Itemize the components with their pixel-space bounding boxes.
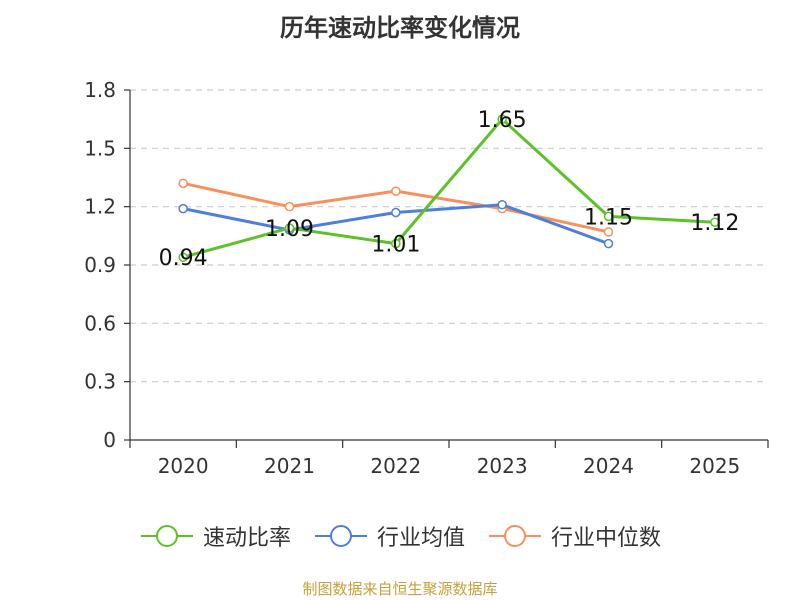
data-labels: 0.94 1.09 1.01 1.65 1.15 1.12 bbox=[159, 108, 740, 271]
data-point bbox=[391, 186, 401, 196]
x-tick-label: 2025 bbox=[689, 454, 740, 478]
data-point bbox=[178, 178, 188, 189]
x-tick-label: 2021 bbox=[264, 454, 315, 478]
y-tick-label: 0.3 bbox=[84, 370, 116, 394]
legend-item[interactable]: 速动比率 bbox=[139, 520, 291, 552]
y-tick-label: 1.2 bbox=[84, 195, 116, 219]
x-tick-label: 2023 bbox=[477, 454, 528, 478]
data-point bbox=[497, 199, 507, 210]
legend-label: 速动比率 bbox=[202, 526, 291, 551]
data-label: 1.15 bbox=[584, 205, 633, 230]
x-tick-label: 2020 bbox=[158, 454, 209, 478]
data-point bbox=[497, 114, 507, 124]
data-point bbox=[391, 238, 401, 249]
series bbox=[178, 114, 720, 262]
y-tick-label: 0.6 bbox=[84, 311, 116, 335]
data-point bbox=[284, 223, 295, 233]
y-tick-label: 1.5 bbox=[84, 136, 116, 160]
legend: 速动比率 行业均值 行业中位数 bbox=[0, 520, 800, 552]
series-line bbox=[182, 117, 715, 259]
data-point bbox=[178, 203, 188, 214]
data-label: 0.94 bbox=[159, 246, 208, 271]
legend-label: 行业中位数 bbox=[551, 526, 662, 551]
data-point bbox=[178, 252, 188, 262]
data-label: 1.65 bbox=[478, 108, 527, 133]
data-point bbox=[710, 217, 720, 227]
source-note: 制图数据来自恒生聚源数据库 bbox=[302, 580, 498, 598]
data-point bbox=[284, 201, 295, 212]
data-label: 1.01 bbox=[371, 233, 420, 258]
x-tick-label: 2022 bbox=[370, 454, 421, 478]
data-point bbox=[603, 211, 614, 222]
data-point bbox=[603, 227, 614, 237]
legend-swatch-icon bbox=[314, 525, 367, 547]
chart-title: 历年速动比率变化情况 bbox=[280, 14, 520, 42]
data-label: 1.09 bbox=[265, 217, 314, 242]
legend-swatch-icon bbox=[140, 525, 193, 547]
legend-item[interactable]: 行业均值 bbox=[313, 520, 465, 552]
y-tick-label: 0 bbox=[103, 428, 116, 452]
data-label: 1.12 bbox=[690, 211, 739, 236]
legend-item[interactable]: 行业中位数 bbox=[487, 520, 661, 552]
y-tick-label: 1.8 bbox=[84, 78, 116, 102]
data-point bbox=[391, 207, 401, 218]
data-point bbox=[603, 238, 614, 249]
legend-label: 行业均值 bbox=[376, 526, 465, 551]
axes: 0 0.3 0.6 0.9 1.2 1.5 1.8 2020 2021 2022 2023 2024 2… bbox=[84, 78, 769, 478]
x-tick-label: 2024 bbox=[583, 454, 634, 478]
y-tick-label: 0.9 bbox=[84, 253, 116, 277]
legend-swatch-icon bbox=[489, 525, 541, 547]
gridlines bbox=[130, 89, 768, 383]
